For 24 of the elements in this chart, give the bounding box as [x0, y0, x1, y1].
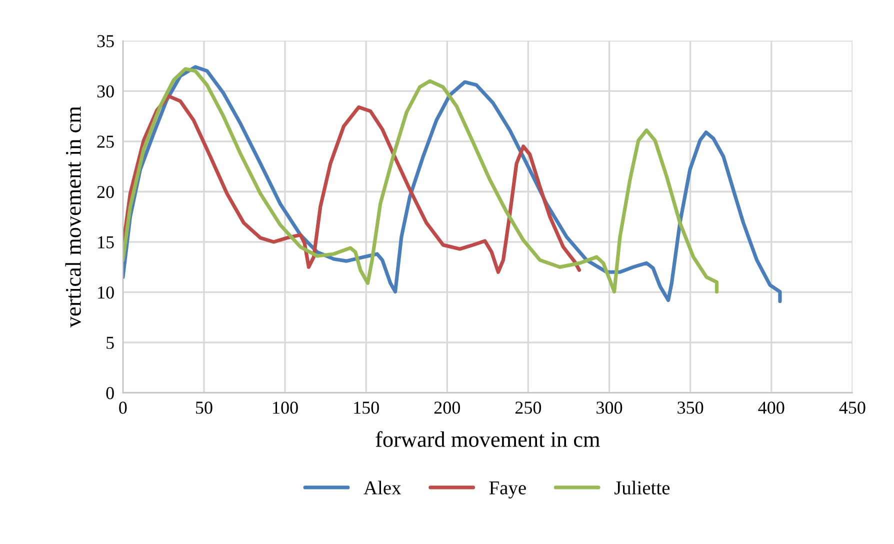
- y-axis-title: vertical movement in cm: [65, 106, 81, 328]
- y-tick-label: 10: [98, 286, 114, 299]
- y-tick-label: 20: [97, 186, 114, 198]
- y-tick-label: 35: [97, 35, 114, 48]
- x-tick-label: 150: [354, 402, 379, 414]
- y-tick-label: 30: [97, 85, 114, 98]
- y-tick-label: 15: [98, 236, 114, 248]
- y-tick-label: 5: [106, 336, 114, 349]
- line-series: [122, 94, 582, 274]
- x-tick-label: 400: [758, 402, 784, 414]
- x-tick-label: 350: [678, 402, 704, 414]
- x-tick-label: 250: [515, 402, 542, 414]
- y-tick-label: 0: [106, 387, 114, 400]
- legend-label: Juliette: [614, 480, 670, 494]
- x-tick-label: 50: [196, 402, 212, 414]
- legend-label: Alex: [364, 480, 402, 494]
- y-tick-label: 25: [97, 136, 114, 148]
- x-axis-title: forward movement in cm: [376, 431, 600, 448]
- x-tick-label: 200: [434, 402, 460, 414]
- x-tick-label: 450: [839, 402, 866, 414]
- x-tick-label: 100: [273, 402, 298, 414]
- x-tick-label: 300: [596, 402, 622, 414]
- x-tick-label: 0: [119, 402, 127, 414]
- legend-label: Faye: [489, 482, 526, 498]
